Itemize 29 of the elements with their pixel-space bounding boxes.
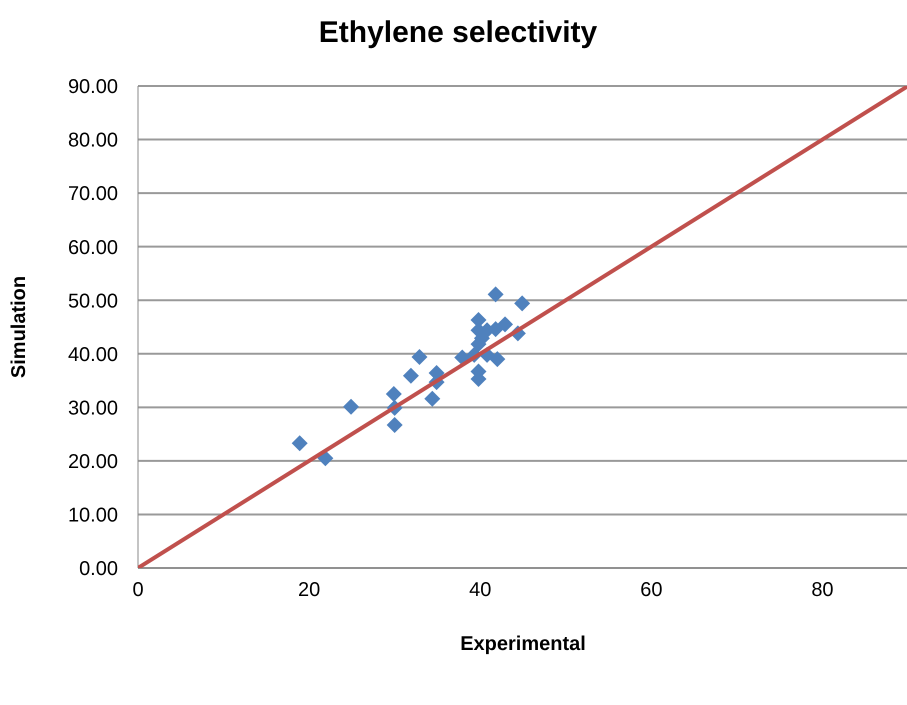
y-tick-label: 60.00 — [68, 236, 118, 259]
point — [292, 435, 308, 452]
x-tick-label: 60 — [640, 579, 662, 601]
y-tick-label: 0.00 — [79, 558, 118, 580]
point — [497, 316, 514, 332]
x-tick-label: 0 — [132, 579, 144, 601]
point — [489, 351, 506, 368]
y-tick-label: 20.00 — [68, 450, 118, 473]
point — [411, 348, 428, 365]
y-tick-label: 50.00 — [68, 290, 118, 312]
point — [424, 390, 440, 407]
point — [386, 417, 403, 434]
y-tick-label: 90.00 — [68, 76, 118, 98]
y-tick-label: 10.00 — [68, 504, 118, 527]
point — [514, 295, 530, 312]
point — [488, 286, 504, 302]
y-axis-title: Simulation — [8, 276, 30, 378]
y-tick-label: 80.00 — [68, 130, 118, 152]
y-tick-label: 40.00 — [68, 344, 118, 366]
x-axis-title: Experimental — [460, 633, 586, 656]
chart-title: Ethylene selectivity — [318, 15, 598, 51]
point — [386, 386, 402, 402]
y-tick-label: 70.00 — [68, 183, 118, 206]
x-tick-label: 40 — [469, 579, 492, 601]
x-tick-label: 20 — [298, 579, 320, 601]
y-tick-label: 30.00 — [68, 397, 118, 420]
point — [343, 398, 360, 415]
x-tick-label: 80 — [811, 579, 834, 601]
point — [402, 368, 419, 384]
